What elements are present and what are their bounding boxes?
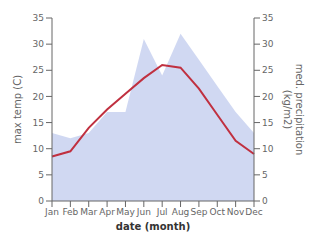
svg-text:med. precipitation(kg/m2): med. precipitation(kg/m2) [282,64,305,156]
svg-text:35: 35 [262,13,273,23]
svg-text:30: 30 [33,39,45,49]
svg-text:Jul: Jul [156,207,168,217]
svg-text:Oct: Oct [209,207,225,217]
svg-text:Nov: Nov [227,207,245,217]
svg-text:5: 5 [38,170,44,180]
svg-text:25: 25 [262,65,273,75]
svg-text:Jan: Jan [44,207,59,217]
svg-text:Mar: Mar [80,207,97,217]
svg-text:15: 15 [33,118,44,128]
svg-text:date (month): date (month) [116,221,190,232]
svg-text:15: 15 [262,118,273,128]
svg-text:20: 20 [262,92,274,102]
svg-text:0: 0 [38,196,44,206]
svg-text:10: 10 [33,144,45,154]
svg-text:Feb: Feb [62,207,78,217]
svg-text:30: 30 [262,39,274,49]
svg-text:Sep: Sep [190,207,207,217]
svg-text:20: 20 [33,92,45,102]
svg-text:Dec: Dec [245,207,262,217]
svg-text:10: 10 [262,144,274,154]
svg-text:25: 25 [33,65,44,75]
svg-text:Jun: Jun [136,207,151,217]
svg-text:max temp (C): max temp (C) [12,75,23,144]
svg-text:35: 35 [33,13,44,23]
svg-text:Aug: Aug [172,207,190,217]
svg-text:Apr: Apr [99,207,115,217]
svg-text:0: 0 [262,196,268,206]
svg-text:May: May [116,207,135,217]
svg-text:5: 5 [262,170,268,180]
